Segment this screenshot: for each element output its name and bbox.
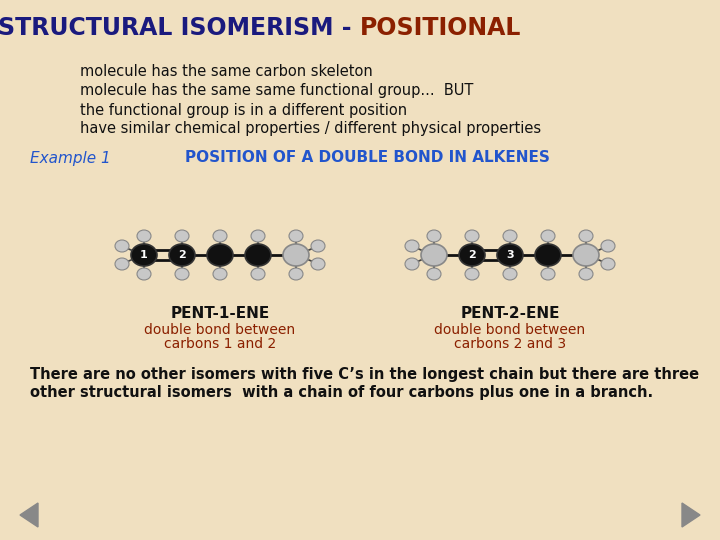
Ellipse shape	[289, 268, 303, 280]
Ellipse shape	[115, 240, 129, 252]
Text: the functional group is in a different position: the functional group is in a different p…	[80, 103, 407, 118]
Ellipse shape	[289, 230, 303, 242]
Text: 2: 2	[468, 250, 476, 260]
Text: have similar chemical properties / different physical properties: have similar chemical properties / diffe…	[80, 122, 541, 137]
Text: molecule has the same carbon skeleton: molecule has the same carbon skeleton	[80, 64, 373, 79]
Ellipse shape	[421, 244, 447, 266]
Ellipse shape	[535, 244, 561, 266]
Ellipse shape	[131, 244, 157, 266]
Ellipse shape	[311, 240, 325, 252]
Text: PENT-1-ENE: PENT-1-ENE	[171, 306, 269, 321]
Ellipse shape	[465, 230, 479, 242]
Ellipse shape	[283, 244, 309, 266]
Text: Example 1: Example 1	[30, 151, 111, 165]
Ellipse shape	[311, 258, 325, 270]
Text: STRUCTURAL ISOMERISM -: STRUCTURAL ISOMERISM -	[0, 16, 360, 40]
Text: double bond between: double bond between	[145, 323, 296, 337]
Ellipse shape	[169, 244, 195, 266]
Ellipse shape	[601, 240, 615, 252]
Text: other structural isomers  with a chain of four carbons plus one in a branch.: other structural isomers with a chain of…	[30, 386, 653, 401]
Polygon shape	[682, 503, 700, 527]
Text: POSITION OF A DOUBLE BOND IN ALKENES: POSITION OF A DOUBLE BOND IN ALKENES	[185, 151, 550, 165]
Ellipse shape	[503, 230, 517, 242]
Ellipse shape	[251, 268, 265, 280]
Text: carbons 1 and 2: carbons 1 and 2	[164, 337, 276, 351]
Ellipse shape	[579, 268, 593, 280]
Text: 2: 2	[178, 250, 186, 260]
Polygon shape	[20, 503, 38, 527]
Ellipse shape	[213, 230, 227, 242]
Ellipse shape	[573, 244, 599, 266]
Text: 1: 1	[140, 250, 148, 260]
Ellipse shape	[601, 258, 615, 270]
Ellipse shape	[115, 258, 129, 270]
Ellipse shape	[427, 268, 441, 280]
Text: carbons 2 and 3: carbons 2 and 3	[454, 337, 566, 351]
Text: POSITIONAL: POSITIONAL	[360, 16, 521, 40]
Ellipse shape	[541, 230, 555, 242]
Ellipse shape	[245, 244, 271, 266]
Ellipse shape	[465, 268, 479, 280]
Ellipse shape	[137, 268, 151, 280]
Ellipse shape	[137, 230, 151, 242]
Ellipse shape	[405, 240, 419, 252]
Ellipse shape	[459, 244, 485, 266]
Ellipse shape	[503, 268, 517, 280]
Text: double bond between: double bond between	[434, 323, 585, 337]
Text: There are no other isomers with five C’s in the longest chain but there are thre: There are no other isomers with five C’s…	[30, 368, 699, 382]
Text: PENT-2-ENE: PENT-2-ENE	[460, 306, 559, 321]
Ellipse shape	[579, 230, 593, 242]
Ellipse shape	[251, 230, 265, 242]
Text: 3: 3	[506, 250, 514, 260]
Ellipse shape	[427, 230, 441, 242]
Ellipse shape	[213, 268, 227, 280]
Text: molecule has the same same functional group...  BUT: molecule has the same same functional gr…	[80, 84, 473, 98]
Ellipse shape	[175, 230, 189, 242]
Ellipse shape	[405, 258, 419, 270]
Ellipse shape	[541, 268, 555, 280]
Ellipse shape	[497, 244, 523, 266]
Ellipse shape	[207, 244, 233, 266]
Ellipse shape	[175, 268, 189, 280]
